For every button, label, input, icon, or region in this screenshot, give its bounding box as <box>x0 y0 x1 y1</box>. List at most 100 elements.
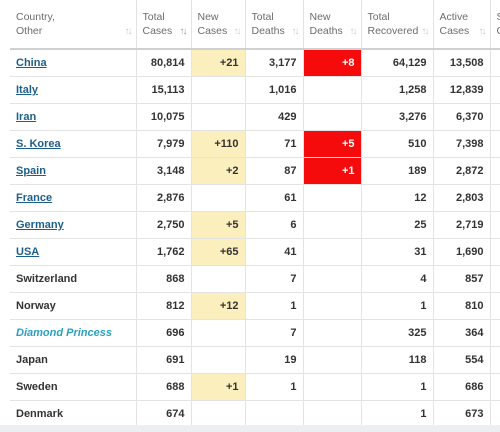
total-recovered-cell: 510 <box>361 130 434 158</box>
total-recovered-cell: 64,129 <box>361 49 434 77</box>
country-cell: S. Korea <box>10 130 137 158</box>
serious-critical-cell <box>490 292 500 320</box>
active-cases-cell: 364 <box>433 319 491 347</box>
country-cell: Switzerland <box>10 265 137 293</box>
horizontal-scrollbar-track[interactable] <box>0 425 500 432</box>
serious-critical-cell <box>490 76 500 104</box>
total-deaths-cell: 1 <box>245 292 304 320</box>
serious-critical-cell <box>490 157 500 185</box>
column-header-country-other[interactable]: Country, Other ↑↓ <box>10 0 137 50</box>
column-header-serious-critical[interactable]: SC <box>490 0 500 50</box>
new-deaths-cell <box>303 103 362 131</box>
country-cell: Norway <box>10 292 137 320</box>
sort-icon[interactable]: ↑↓ <box>124 26 133 37</box>
country-cell: Japan <box>10 346 137 374</box>
column-header-line2: Cases <box>197 25 228 37</box>
country-name: Japan <box>16 354 48 366</box>
country-cell: Spain <box>10 157 137 185</box>
total-recovered-cell: 118 <box>361 346 434 374</box>
new-cases-cell: +65 <box>191 238 246 266</box>
country-name: Denmark <box>16 408 64 420</box>
new-deaths-cell <box>303 373 362 401</box>
column-header-line1: Total <box>251 11 274 23</box>
active-cases-cell: 857 <box>433 265 491 293</box>
column-header-total-cases[interactable]: Total Cases ↑↓ <box>136 0 192 50</box>
column-header-line1: Total <box>367 11 390 23</box>
table-row: USA 1,762 +65 41 31 1,690 <box>10 238 500 266</box>
total-deaths-cell: 1 <box>245 373 304 401</box>
column-header-line2: Cases <box>439 25 470 37</box>
column-header-active-cases[interactable]: Active Cases ↑↓ <box>433 0 491 50</box>
table-row: Iran 10,075 429 3,276 6,370 <box>10 103 500 131</box>
total-deaths-cell: 429 <box>245 103 304 131</box>
serious-critical-cell <box>490 103 500 131</box>
table-row: Italy 15,113 1,016 1,258 12,839 <box>10 76 500 104</box>
new-deaths-cell <box>303 400 362 425</box>
new-deaths-cell <box>303 319 362 347</box>
total-recovered-cell: 1 <box>361 292 434 320</box>
country-cell: Germany <box>10 211 137 239</box>
serious-critical-cell <box>490 130 500 158</box>
total-deaths-cell: 7 <box>245 319 304 347</box>
total-recovered-cell: 3,276 <box>361 103 434 131</box>
active-cases-cell: 2,803 <box>433 184 491 212</box>
column-header-line1: New <box>197 11 219 23</box>
active-cases-cell: 12,839 <box>433 76 491 104</box>
country-cell: China <box>10 49 137 77</box>
total-recovered-cell: 1 <box>361 373 434 401</box>
active-cases-cell: 6,370 <box>433 103 491 131</box>
total-recovered-cell: 1,258 <box>361 76 434 104</box>
new-deaths-cell <box>303 211 362 239</box>
column-header-line1: S <box>497 10 500 24</box>
column-header-new-deaths[interactable]: New Deaths ↑↓ <box>303 0 362 50</box>
new-deaths-cell <box>303 238 362 266</box>
total-cases-cell: 868 <box>136 265 192 293</box>
total-cases-cell: 1,762 <box>136 238 192 266</box>
sort-icon[interactable]: ↑↓ <box>421 26 430 37</box>
sort-icon[interactable]: ↑↓ <box>349 26 358 37</box>
serious-critical-cell <box>490 265 500 293</box>
country-cell: USA <box>10 238 137 266</box>
country-link[interactable]: France <box>16 192 53 204</box>
new-cases-cell: +21 <box>191 49 246 77</box>
table-row: Spain 3,148 +2 87 +1 189 2,872 <box>10 157 500 185</box>
new-cases-cell <box>191 76 246 104</box>
country-link[interactable]: S. Korea <box>16 138 61 150</box>
country-link[interactable]: Italy <box>16 84 39 96</box>
new-cases-cell: +2 <box>191 157 246 185</box>
new-deaths-cell <box>303 292 362 320</box>
total-recovered-cell: 25 <box>361 211 434 239</box>
total-cases-cell: 812 <box>136 292 192 320</box>
column-header-line1: Country, <box>16 11 55 23</box>
table-row: China 80,814 +21 3,177 +8 64,129 13,508 <box>10 49 500 77</box>
sort-icon[interactable]: ↑↓ <box>233 26 242 37</box>
active-cases-cell: 686 <box>433 373 491 401</box>
table-row: Diamond Princess 696 7 325 364 <box>10 319 500 347</box>
table-row: S. Korea 7,979 +110 71 +5 510 7,398 <box>10 130 500 158</box>
total-cases-cell: 696 <box>136 319 192 347</box>
column-header-line2: Deaths <box>251 25 285 37</box>
country-link[interactable]: Germany <box>16 219 64 231</box>
total-deaths-cell: 41 <box>245 238 304 266</box>
active-cases-cell: 554 <box>433 346 491 374</box>
new-cases-cell <box>191 184 246 212</box>
country-link[interactable]: USA <box>16 246 40 258</box>
sort-icon[interactable]: ↑↓ <box>478 26 487 37</box>
country-link[interactable]: China <box>16 57 47 69</box>
column-header-total-deaths[interactable]: Total Deaths ↑↓ <box>245 0 304 50</box>
country-link[interactable]: Spain <box>16 165 46 177</box>
new-cases-cell <box>191 319 246 347</box>
new-cases-cell <box>191 400 246 425</box>
sort-icon[interactable]: ↑↓ <box>291 26 300 37</box>
country-link[interactable]: Iran <box>16 111 37 123</box>
active-cases-cell: 13,508 <box>433 49 491 77</box>
column-header-new-cases[interactable]: New Cases ↑↓ <box>191 0 246 50</box>
column-header-total-recovered[interactable]: Total Recovered ↑↓ <box>361 0 434 50</box>
active-cases-cell: 2,872 <box>433 157 491 185</box>
country-cell: France <box>10 184 137 212</box>
total-deaths-cell: 7 <box>245 265 304 293</box>
new-deaths-cell <box>303 265 362 293</box>
total-cases-cell: 691 <box>136 346 192 374</box>
total-deaths-cell: 61 <box>245 184 304 212</box>
sort-desc-icon[interactable]: ↑↓ <box>179 26 188 37</box>
